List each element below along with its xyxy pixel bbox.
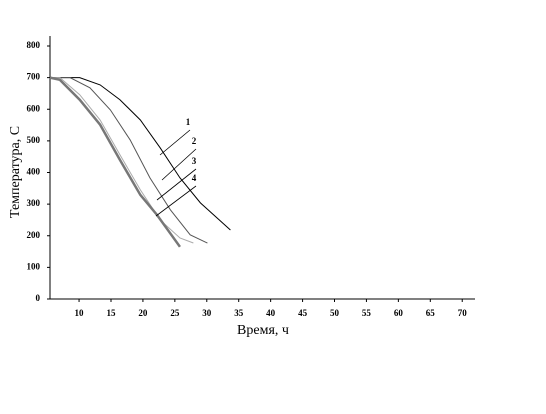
leader-line (156, 168, 197, 201)
y-tick-label: 0 (36, 293, 41, 303)
series-label: 2 (192, 136, 197, 146)
y-tick-label: 400 (27, 167, 41, 177)
x-tick-label: 50 (330, 308, 340, 318)
y-tick-label: 200 (27, 230, 41, 240)
x-tick-label: 40 (266, 308, 276, 318)
y-tick-label: 700 (27, 72, 41, 82)
x-tick-label: 35 (234, 308, 244, 318)
x-tick-label: 60 (394, 308, 404, 318)
x-tick-label: 70 (458, 308, 468, 318)
y-tick-label: 600 (27, 103, 41, 113)
line-series (50, 77, 208, 244)
line-series (50, 77, 231, 231)
leader-line (161, 148, 197, 181)
x-tick-label: 65 (426, 308, 436, 318)
x-tick-label: 10 (75, 308, 85, 318)
x-axis-title: Время, ч (237, 323, 289, 338)
x-tick-label: 30 (202, 308, 212, 318)
series-label: 4 (192, 173, 197, 183)
y-tick-label: 300 (27, 198, 41, 208)
x-tick-label: 15 (106, 308, 116, 318)
x-tick-label: 55 (362, 308, 372, 318)
x-tick-label: 25 (170, 308, 180, 318)
series-label: 3 (192, 156, 197, 166)
line-series (49, 76, 181, 248)
y-tick-label: 800 (27, 40, 41, 50)
leader-line (155, 185, 197, 217)
line-series (50, 77, 194, 244)
y-tick-label: 500 (27, 135, 41, 145)
y-tick-label: 100 (27, 261, 41, 271)
y-axis-title: Температура, С (8, 126, 23, 218)
leader-line (159, 129, 191, 156)
x-tick-label: 20 (138, 308, 148, 318)
x-tick-label: 45 (298, 308, 308, 318)
series-label: 1 (186, 117, 191, 127)
